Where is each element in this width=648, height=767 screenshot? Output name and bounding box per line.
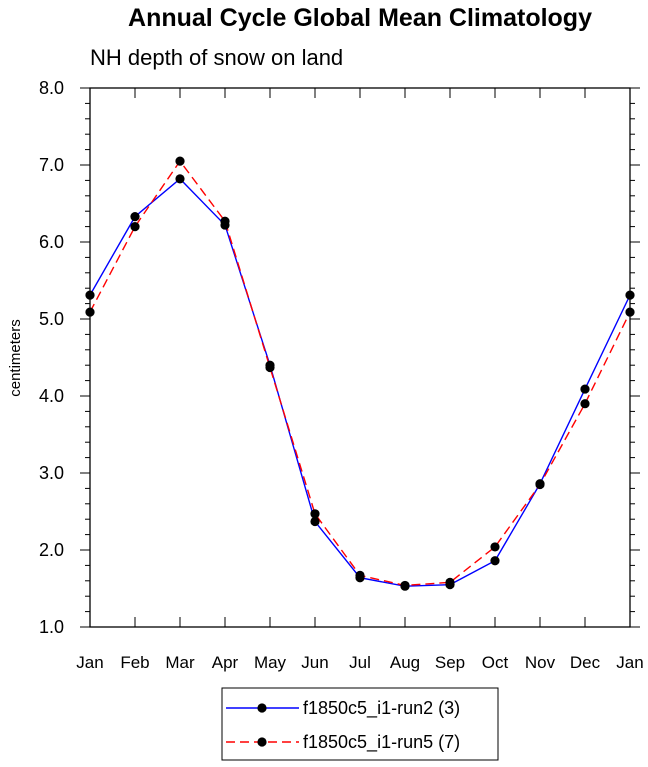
legend-entry-label: f1850c5_i1-run2 (3) xyxy=(303,698,460,719)
x-tick-label: Jun xyxy=(301,653,328,672)
x-tick-labels: Jan Feb Mar Apr May Jun Jul Aug Sep Oct Nov Dec Jan xyxy=(76,653,643,672)
data-point xyxy=(580,399,590,409)
y-tick-label: 6.0 xyxy=(39,232,64,252)
data-point xyxy=(535,479,545,490)
y-tick-label: 2.0 xyxy=(39,540,64,560)
data-point xyxy=(490,556,500,566)
series-line-1 xyxy=(89,177,631,587)
legend: f1850c5_i1-run2 (3) f1850c5_i1-run5 (7) xyxy=(226,698,460,753)
data-point xyxy=(220,216,230,226)
x-tick-label: Aug xyxy=(390,653,420,672)
data-point xyxy=(625,307,635,317)
x-tick-label: Jan xyxy=(76,653,103,672)
x-tick-label: Mar xyxy=(165,653,195,672)
y-tick-label: 4.0 xyxy=(39,386,64,406)
series-layer xyxy=(85,156,635,591)
y-tick-label: 5.0 xyxy=(39,309,64,329)
data-point xyxy=(310,516,320,527)
axis-ticks xyxy=(80,87,640,628)
x-tick-label: Jan xyxy=(616,653,643,672)
x-tick-label: Jul xyxy=(349,653,371,672)
legend-entry-label: f1850c5_i1-run5 (7) xyxy=(303,732,460,753)
x-tick-label: Sep xyxy=(435,653,465,672)
x-tick-label: Dec xyxy=(570,653,601,672)
data-point xyxy=(445,577,455,587)
data-point xyxy=(175,156,185,166)
legend-marker xyxy=(257,737,267,747)
y-tick-label: 1.0 xyxy=(39,617,64,637)
data-point xyxy=(130,222,140,232)
data-point xyxy=(355,570,365,581)
data-point xyxy=(310,509,320,519)
data-point xyxy=(85,290,95,300)
x-tick-label: Oct xyxy=(482,653,509,672)
series-line-2 xyxy=(89,159,631,587)
x-tick-label: Feb xyxy=(120,653,149,672)
y-tick-label: 8.0 xyxy=(39,78,64,98)
x-tick-label: May xyxy=(254,653,287,672)
data-point xyxy=(625,290,635,300)
data-point xyxy=(400,580,410,591)
data-point xyxy=(265,362,275,373)
x-tick-label: Nov xyxy=(525,653,556,672)
chart-subtitle: NH depth of snow on land xyxy=(90,45,343,70)
y-tick-label: 3.0 xyxy=(39,463,64,483)
y-tick-label: 7.0 xyxy=(39,155,64,175)
data-point xyxy=(490,542,500,552)
x-tick-label: Apr xyxy=(212,653,239,672)
data-point xyxy=(85,307,95,317)
legend-box xyxy=(221,687,499,761)
data-point xyxy=(175,174,185,184)
data-point xyxy=(580,384,590,394)
y-axis-label: centimeters xyxy=(7,319,24,397)
legend-marker xyxy=(257,703,267,713)
plot-frame xyxy=(89,87,631,628)
data-point xyxy=(130,211,140,222)
chart-title: Annual Cycle Global Mean Climatology xyxy=(128,4,592,32)
y-tick-labels: 1.0 2.0 3.0 4.0 5.0 6.0 7.0 8.0 xyxy=(39,78,64,637)
